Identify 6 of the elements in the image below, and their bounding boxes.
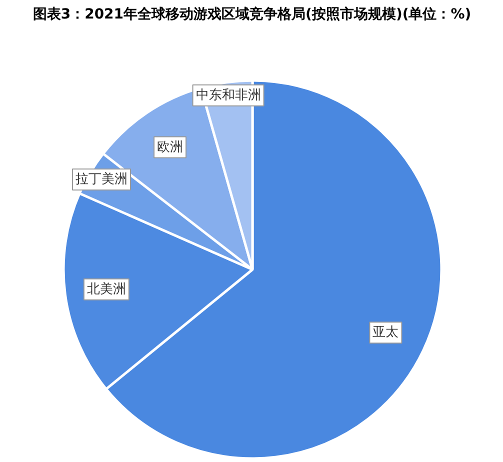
slice-label: 中东和非洲 — [196, 88, 261, 103]
slice-label: 北美洲 — [86, 280, 126, 297]
slice-label: 拉丁美洲 — [75, 171, 128, 188]
chart-title: 图表3：2021年全球移动游戏区域竞争格局(按照市场规模)(单位：%) — [32, 6, 472, 22]
slice-label: 亚太 — [372, 325, 399, 340]
slice-label: 欧洲 — [157, 140, 184, 155]
